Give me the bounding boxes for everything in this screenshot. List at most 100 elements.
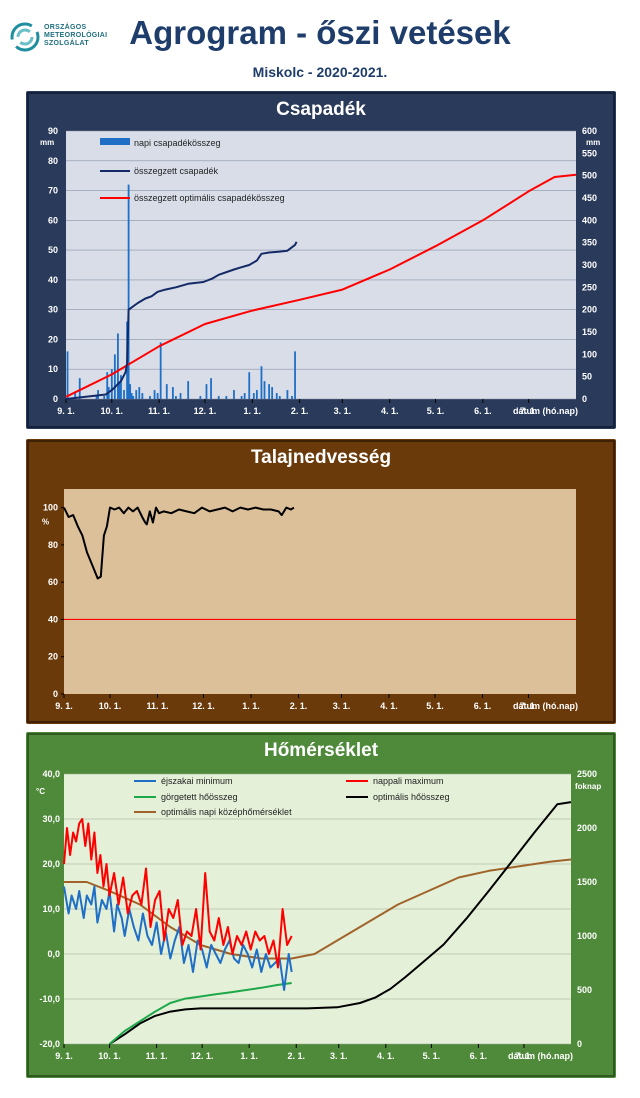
x-tick-label: 3. 1. xyxy=(330,1051,348,1061)
precip-bar xyxy=(123,390,125,399)
y-tick-label: 0 xyxy=(53,689,58,699)
precip-bar xyxy=(268,384,270,399)
precip-bar xyxy=(217,396,220,399)
y2-tick-label: 600 xyxy=(582,126,597,136)
x-tick-label: 6. 1. xyxy=(474,406,492,416)
precip-bar xyxy=(240,396,243,399)
y2-tick-label: 400 xyxy=(582,215,597,225)
y-tick-label: 60 xyxy=(48,215,58,225)
precip-bar xyxy=(199,396,202,399)
y2-tick-label: 50 xyxy=(582,372,592,382)
page-subtitle: Miskolc - 2020-2021. xyxy=(252,64,388,80)
y2-tick-label: 2500 xyxy=(577,769,597,779)
x-tick-label: 5. 1. xyxy=(427,406,445,416)
y2-tick-label: 250 xyxy=(582,282,597,292)
x-tick-label: 11. 1. xyxy=(146,701,168,711)
precip-bar xyxy=(66,351,69,399)
y-tick-label: 10 xyxy=(48,364,58,374)
y-tick-label: 40,0 xyxy=(42,769,60,779)
precip-bar xyxy=(141,393,144,399)
x-tick-label: 9. 1. xyxy=(55,1051,73,1061)
x-tick-label: 4. 1. xyxy=(381,406,399,416)
optimal-heat-sum-line xyxy=(108,801,572,1045)
x-tick-label: 3. 1. xyxy=(334,406,352,416)
y-tick-label: -10,0 xyxy=(39,994,60,1004)
x-tick-label: 6. 1. xyxy=(470,1051,488,1061)
y2-tick-label: 100 xyxy=(582,349,597,359)
y-tick-label: 40 xyxy=(48,275,58,285)
legend-swatch-bar xyxy=(100,138,130,145)
optimal-daily-mean-line xyxy=(64,858,572,960)
precip-bar xyxy=(260,366,263,399)
night-minimum-line xyxy=(63,885,293,991)
precip-bar xyxy=(118,381,121,399)
y2-tick-label: 150 xyxy=(582,327,597,337)
x-tick-label: 5. 1. xyxy=(426,701,444,711)
y-axis-unit: °C xyxy=(36,787,45,796)
panel-border xyxy=(27,440,615,723)
precip-bar xyxy=(233,390,235,399)
legend-label: nappali maximum xyxy=(373,776,444,786)
panel-border xyxy=(27,92,615,428)
x-tick-label: 2. 1. xyxy=(291,406,309,416)
precip-bar xyxy=(278,396,281,399)
y2-tick-label: 0 xyxy=(582,394,587,404)
panel-border xyxy=(27,733,615,1077)
precip-bar xyxy=(243,393,246,399)
x-tick-label: 4. 1. xyxy=(380,701,398,711)
legend-label: görgetett hőösszeg xyxy=(161,792,238,802)
y-tick-label: 0,0 xyxy=(47,949,60,959)
y-tick-label: 90 xyxy=(48,126,58,136)
legend-label: optimális hőösszeg xyxy=(373,792,450,802)
precip-bar xyxy=(248,372,251,399)
precip-bar xyxy=(263,381,266,399)
y-tick-label: 50 xyxy=(48,245,58,255)
legend-label: optimális napi középhőmérséklet xyxy=(161,807,292,817)
org-name: ORSZÁGOS METEOROLÓGIAI SZOLGÁLAT xyxy=(44,24,107,48)
x-tick-label: 1. 1. xyxy=(242,701,260,711)
precip-bar xyxy=(95,396,98,399)
x-tick-label: 4. 1. xyxy=(377,1051,395,1061)
precip-bar xyxy=(179,393,182,399)
legend-label: összegzett optimális csapadékösszeg xyxy=(134,193,285,203)
x-tick-label: 12. 1. xyxy=(192,701,215,711)
x-tick-label: 11. 1. xyxy=(146,1051,168,1061)
plot-area xyxy=(66,131,576,399)
x-tick-label: 10. 1. xyxy=(101,406,124,416)
precip-bar xyxy=(171,387,174,399)
precip-bar xyxy=(294,351,296,399)
precip-bar xyxy=(117,333,119,399)
soil-title: Talajnedvesség xyxy=(250,447,392,468)
y-tick-label: 10,0 xyxy=(42,904,60,914)
org-line-2: METEOROLÓGIAI xyxy=(44,32,108,39)
y-tick-label: 70 xyxy=(48,186,58,196)
cumulative-precip-line xyxy=(65,241,298,400)
y-tick-label: 30 xyxy=(48,305,58,315)
precip-title: Csapadék xyxy=(276,99,366,120)
precip-bar xyxy=(291,396,293,399)
precip-bar xyxy=(74,393,77,399)
y2-tick-label: 500 xyxy=(577,985,592,995)
rolling-heat-sum-line xyxy=(108,982,292,1045)
y-tick-label: 30,0 xyxy=(42,814,60,824)
precip-bar xyxy=(156,393,159,399)
y-tick-label: 80 xyxy=(48,156,58,166)
x-tick-label: 1. 1. xyxy=(240,1051,258,1061)
x-axis-label: dátum (hó.nap) xyxy=(508,1051,573,1061)
precip-bar xyxy=(271,387,274,399)
precip-panel: 0 10 20 30 40 50 60 70 80 90 0 50 100 150 200 250 300 350… xyxy=(26,91,616,429)
y2-tick-label: 300 xyxy=(582,260,597,270)
y-axis-unit: % xyxy=(42,518,49,527)
temp-title: Hőmérséklet xyxy=(263,740,379,761)
soil-panel: 0 20 40 60 80 100% 9. 1. 10. 1. 11. 1. 12. 1. 1. 1… xyxy=(26,439,616,724)
precip-bar xyxy=(210,378,212,399)
page-title: Agrogram - őszi vetések xyxy=(129,14,511,51)
precip-bar xyxy=(78,378,81,399)
x-tick-label: 5. 1. xyxy=(423,1051,441,1061)
x-tick-label: 7. 1. xyxy=(520,701,538,711)
legend-label: összegzett csapadék xyxy=(134,166,219,176)
x-tick-label: 1. 1. xyxy=(244,406,262,416)
y2-axis-unit: mm xyxy=(586,138,600,147)
y2-tick-label: 1000 xyxy=(577,931,597,941)
precip-bar xyxy=(165,384,168,399)
